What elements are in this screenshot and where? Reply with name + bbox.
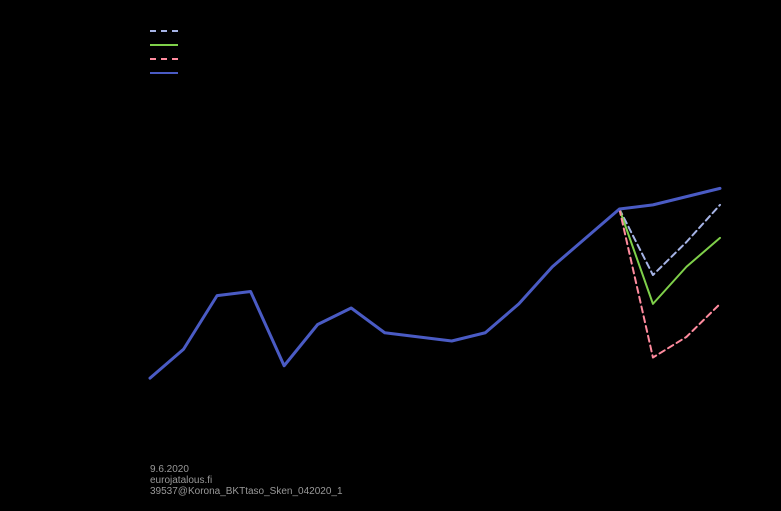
series-actual [150,188,720,378]
legend-swatch [150,30,178,32]
legend-item-actual [150,72,184,74]
series-bof_dec2019 [619,205,720,275]
chart-svg [0,0,781,511]
legend-item-scenario2 [150,58,184,60]
legend-swatch [150,72,178,74]
line-chart: 9.6.2020 eurojatalous.fi 39537@Korona_BK… [0,0,781,511]
legend-swatch [150,44,178,46]
series-scenario1 [619,209,720,304]
legend-item-bof_dec2019 [150,30,184,32]
legend-swatch [150,58,178,60]
footer-ref: 39537@Korona_BKTtaso_Sken_042020_1 [150,486,343,497]
series-scenario2 [619,209,720,358]
footer-date: 9.6.2020 [150,464,189,475]
footer-site: eurojatalous.fi [150,475,212,486]
legend-item-scenario1 [150,44,184,46]
